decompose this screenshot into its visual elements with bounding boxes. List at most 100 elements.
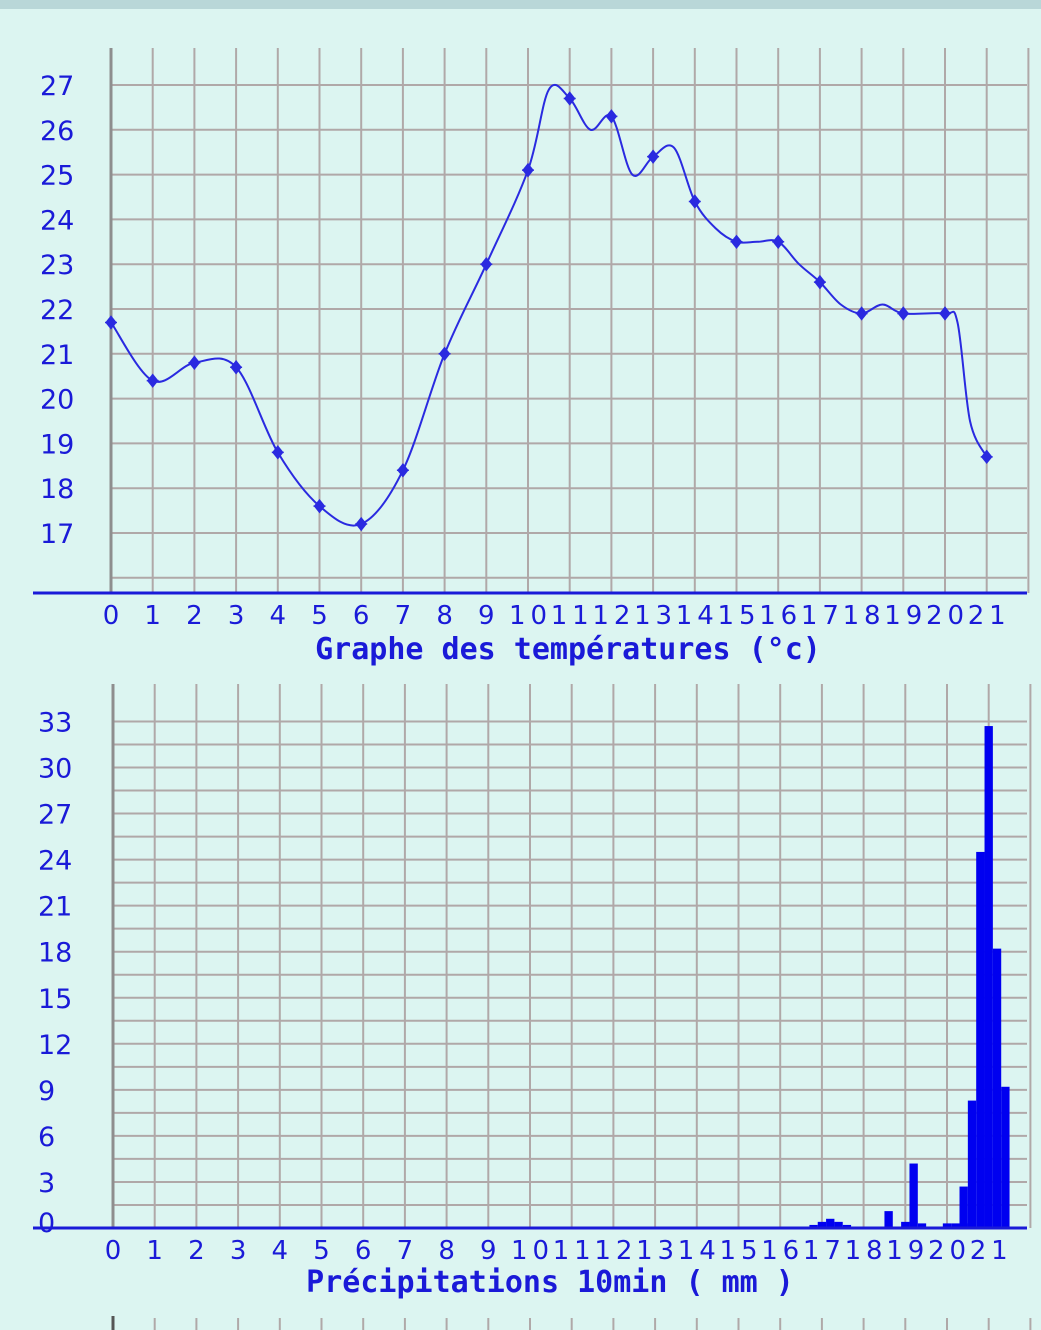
temperature-marker xyxy=(939,306,951,321)
precipitation-x-tick: 0 xyxy=(105,1236,122,1266)
temperature-x-tick: 12 xyxy=(592,601,630,631)
precipitation-y-tick: 30 xyxy=(38,754,72,785)
precipitation-bar xyxy=(834,1221,843,1228)
temperature-marker xyxy=(605,109,618,124)
temperature-y-tick: 27 xyxy=(40,71,74,102)
temperature-x-tick: 7 xyxy=(395,601,412,631)
precipitation-bar xyxy=(917,1223,927,1228)
precipitation-x-tick: 13 xyxy=(636,1236,674,1266)
precipitation-bar xyxy=(984,726,993,1228)
temperature-x-tick: 2 xyxy=(186,601,203,631)
precipitation-bar xyxy=(817,1221,827,1228)
precipitation-x-tick: 16 xyxy=(761,1236,799,1266)
precipitation-bar xyxy=(992,948,1002,1228)
precipitation-y-tick: 3 xyxy=(38,1168,55,1199)
temperature-x-tick: 21 xyxy=(968,601,1006,631)
temperature-y-tick: 18 xyxy=(40,474,74,505)
precipitation-y-tick: 24 xyxy=(38,846,72,877)
precipitation-bar xyxy=(826,1218,835,1228)
temperature-x-tick-labels: 0 1 2 3 4 5 6 7 8 9 10 11 12 13 14 15 16 17 18 19 20 21 xyxy=(103,601,1006,631)
temperature-marker xyxy=(772,234,785,250)
temperature-marker xyxy=(396,463,409,478)
precipitation-y-tick: 12 xyxy=(38,1030,72,1061)
precipitation-x-tick: 18 xyxy=(845,1236,883,1266)
precipitation-chart-title: Précipitations 10min ( mm ) xyxy=(306,1265,794,1300)
precipitation-bar xyxy=(909,1163,918,1228)
temperature-y-tick: 24 xyxy=(40,205,74,236)
precipitation-bar xyxy=(967,1100,977,1228)
temperature-x-tick: 16 xyxy=(759,601,797,631)
temperature-chart-title: Graphe des températures (°c) xyxy=(315,632,821,667)
precipitation-bars xyxy=(809,726,1010,1228)
temperature-x-tick: 0 xyxy=(103,601,120,631)
temperature-x-tick: 10 xyxy=(509,601,547,631)
temperature-y-tick: 17 xyxy=(40,519,74,550)
precipitation-x-tick: 17 xyxy=(803,1236,841,1266)
temperature-y-tick: 26 xyxy=(40,116,74,147)
precipitation-y-tick: 18 xyxy=(38,938,72,969)
temperature-y-tick: 21 xyxy=(40,340,74,371)
temperature-series-line xyxy=(110,83,988,527)
precipitation-x-tick: 14 xyxy=(678,1236,716,1266)
precipitation-x-tick: 4 xyxy=(272,1236,289,1266)
temperature-marker xyxy=(688,194,701,209)
temperature-marker xyxy=(105,315,117,330)
precipitation-x-tick: 21 xyxy=(970,1236,1008,1266)
precipitation-bar xyxy=(942,1223,952,1228)
precipitation-x-tick: 9 xyxy=(480,1236,497,1266)
temperature-marker xyxy=(271,445,284,460)
precipitation-bar xyxy=(1001,1086,1010,1228)
temperature-y-tick: 22 xyxy=(40,295,74,326)
precipitation-y-tick: 6 xyxy=(38,1122,55,1153)
precipitation-x-tick: 3 xyxy=(230,1236,247,1266)
temperature-y-tick: 23 xyxy=(40,250,74,281)
precipitation-y-tick: 0 xyxy=(38,1208,55,1239)
temperature-markers xyxy=(105,91,993,532)
temperature-y-tick-labels: 17 18 19 20 21 22 23 24 25 26 27 xyxy=(40,71,74,550)
precipitation-bar xyxy=(976,851,985,1228)
precipitation-x-tick: 11 xyxy=(553,1236,591,1266)
precipitation-x-tick: 15 xyxy=(720,1236,758,1266)
precipitation-y-tick: 9 xyxy=(38,1076,55,1107)
temperature-marker xyxy=(230,360,243,375)
temperature-x-tick: 17 xyxy=(801,601,839,631)
precipitation-bar xyxy=(809,1224,818,1228)
temperature-x-tick: 13 xyxy=(634,601,672,631)
precipitation-bar xyxy=(884,1211,893,1228)
precipitation-x-tick: 12 xyxy=(594,1236,632,1266)
temperature-marker xyxy=(563,91,576,106)
temperature-marker xyxy=(146,373,159,388)
temperature-grid xyxy=(110,48,1030,593)
precipitation-y-tick-labels: 0 3 6 9 12 15 18 21 24 27 30 33 xyxy=(38,707,72,1239)
temperature-x-tick: 20 xyxy=(926,601,964,631)
precipitation-bar xyxy=(842,1224,852,1228)
precipitation-x-tick: 2 xyxy=(188,1236,205,1266)
precipitation-y-tick: 27 xyxy=(38,800,72,831)
temperature-x-tick: 3 xyxy=(228,601,245,631)
precipitation-x-tick: 10 xyxy=(511,1236,549,1266)
precipitation-x-tick: 1 xyxy=(146,1236,163,1266)
temperature-marker xyxy=(522,162,534,178)
temperature-marker xyxy=(188,355,201,370)
precipitation-y-tick: 21 xyxy=(38,892,72,923)
temperature-y-tick: 19 xyxy=(40,429,74,460)
precipitation-x-tick: 19 xyxy=(886,1236,924,1266)
temperature-marker xyxy=(730,234,743,250)
temperature-y-tick: 20 xyxy=(40,385,74,416)
temperature-x-tick: 9 xyxy=(478,601,495,631)
temperature-x-tick: 1 xyxy=(144,601,161,631)
precipitation-bar xyxy=(901,1221,910,1228)
temperature-y-tick: 25 xyxy=(40,161,74,192)
temperature-marker xyxy=(480,256,493,272)
precipitation-bar xyxy=(951,1223,960,1228)
next-chart-top-edge xyxy=(111,1316,1032,1330)
precipitation-x-tick: 6 xyxy=(355,1236,372,1266)
temperature-x-tick: 18 xyxy=(843,601,881,631)
temperature-x-tick: 19 xyxy=(884,601,922,631)
precipitation-bar xyxy=(959,1186,968,1228)
precipitation-x-tick: 20 xyxy=(928,1236,966,1266)
precipitation-x-tick: 8 xyxy=(438,1236,455,1266)
temperature-marker xyxy=(647,149,660,164)
